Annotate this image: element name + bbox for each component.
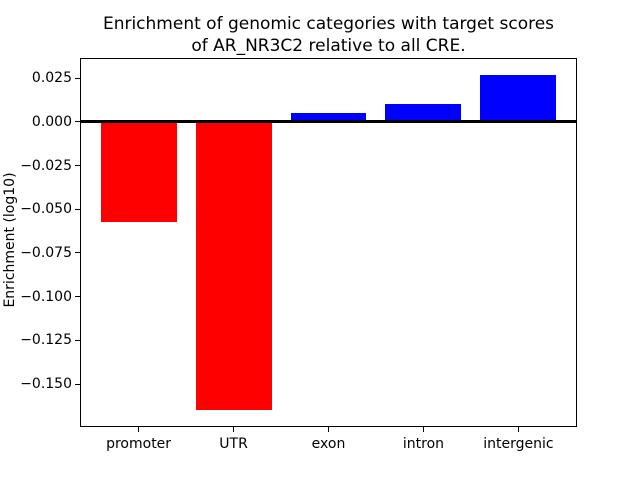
y-tick-label: −0.050 [20,201,72,218]
y-tick-mark [75,121,80,123]
y-tick-label: −0.025 [20,157,72,174]
y-tick-label: 0.025 [31,70,72,87]
y-tick-mark [75,339,80,341]
bar-UTR [195,121,272,411]
x-tick-mark [422,427,424,432]
zero-line [80,120,577,124]
x-tick-mark [517,427,519,432]
y-tick-mark [75,296,80,298]
x-tick-mark [328,427,329,432]
y-tick-label: −0.075 [20,244,72,261]
y-tick-label: −0.100 [20,288,72,305]
y-tick-mark [75,165,80,167]
y-tick-mark [75,383,80,385]
y-tick-mark [75,208,80,210]
chart-title: Enrichment of genomic categories with ta… [80,13,577,57]
x-tick-mark [138,427,140,432]
x-tick-label-intergenic: intergenic [483,436,554,452]
x-tick-label-UTR: UTR [219,436,248,452]
bar-exon [290,113,367,122]
x-tick-mark [233,427,235,432]
y-tick-label: −0.125 [20,332,72,349]
y-tick-label: 0.000 [31,113,72,130]
chart-title-line-2: of AR_NR3C2 relative to all CRE. [191,36,466,56]
y-tick-label: −0.150 [20,376,72,393]
x-tick-label-exon: exon [311,436,346,452]
x-tick-label-intron: intron [402,436,445,452]
bar-promoter [100,121,177,222]
x-tick-label-promoter: promoter [106,436,172,452]
y-tick-mark [75,252,80,254]
bar-intron [385,104,462,122]
y-tick-mark [75,77,80,79]
bar-intergenic [480,74,557,122]
chart-title-line-1: Enrichment of genomic categories with ta… [102,14,555,34]
